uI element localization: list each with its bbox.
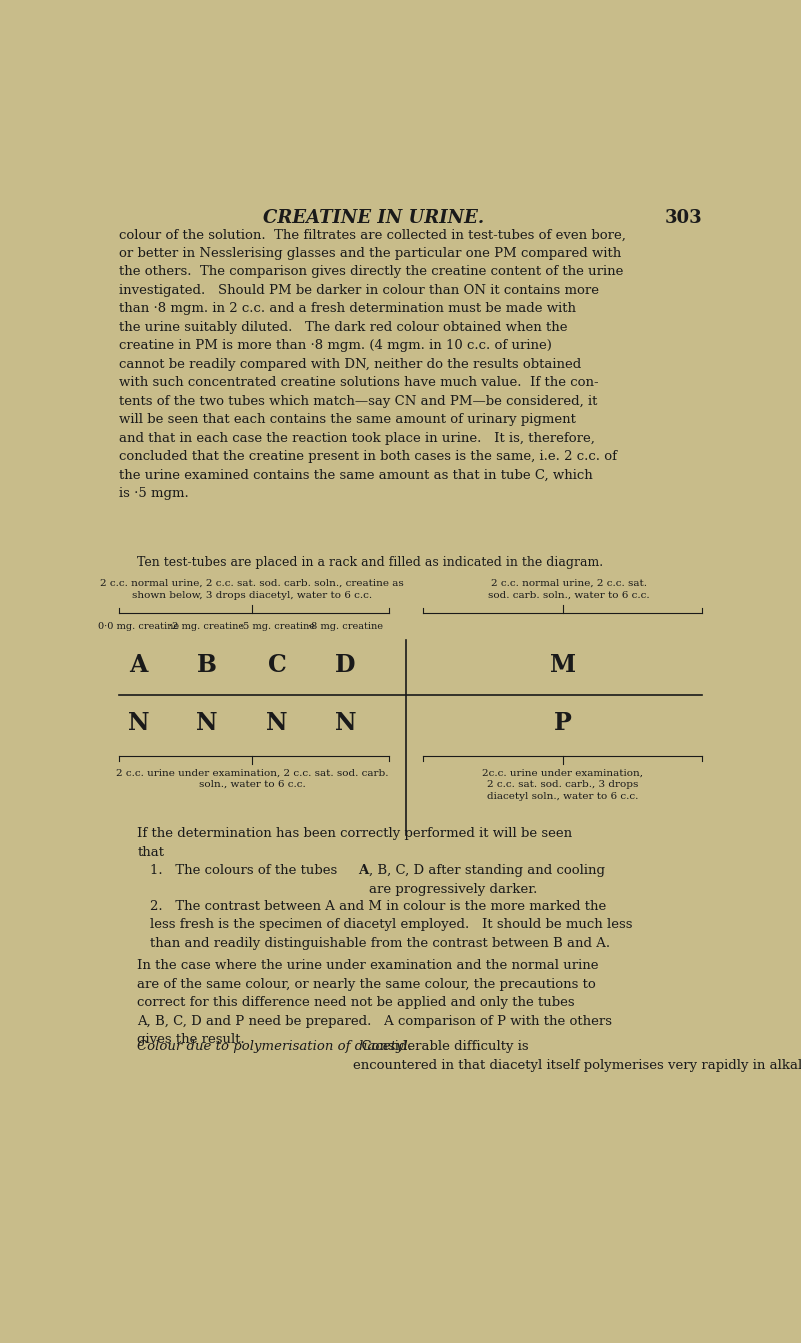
- Text: A: A: [130, 654, 148, 677]
- Text: N: N: [266, 712, 288, 736]
- Text: Considerable difficulty is
encountered in that diacetyl itself polymerises very : Considerable difficulty is encountered i…: [353, 1039, 801, 1072]
- Text: P: P: [553, 712, 572, 736]
- Text: ·5 mg. creatine: ·5 mg. creatine: [239, 622, 315, 631]
- Text: colour of the solution.  The filtrates are collected in test-tubes of even bore,: colour of the solution. The filtrates ar…: [119, 228, 626, 501]
- Text: , B, C, D after standing and cooling
are progressively darker.: , B, C, D after standing and cooling are…: [369, 865, 605, 896]
- Text: 1.   The colours of the tubes: 1. The colours of the tubes: [150, 865, 341, 877]
- Text: N: N: [196, 712, 218, 736]
- Text: ·2 mg. creatine: ·2 mg. creatine: [169, 622, 244, 631]
- Text: In the case where the urine under examination and the normal urine
are of the sa: In the case where the urine under examin…: [138, 959, 613, 1046]
- Text: CREATINE IN URINE.: CREATINE IN URINE.: [263, 208, 484, 227]
- Text: B: B: [197, 654, 217, 677]
- Text: 2 c.c. normal urine, 2 c.c. sat.
sod. carb. soln., water to 6 c.c.: 2 c.c. normal urine, 2 c.c. sat. sod. ca…: [488, 579, 650, 600]
- Text: D: D: [335, 654, 356, 677]
- Text: ·8 mg. creatine: ·8 mg. creatine: [308, 622, 383, 631]
- Text: 2c.c. urine under examination,
2 c.c. sat. sod. carb., 3 drops
diacetyl soln., w: 2c.c. urine under examination, 2 c.c. sa…: [482, 768, 643, 800]
- Text: N: N: [128, 712, 150, 736]
- Text: 2.   The contrast between A and M in colour is the more marked the
less fresh is: 2. The contrast between A and M in colou…: [150, 900, 632, 950]
- Text: 0·0 mg. creatine: 0·0 mg. creatine: [98, 622, 179, 631]
- Text: A: A: [358, 865, 368, 877]
- Text: 2 c.c. normal urine, 2 c.c. sat. sod. carb. soln., creatine as
shown below, 3 dr: 2 c.c. normal urine, 2 c.c. sat. sod. ca…: [100, 579, 404, 600]
- Text: M: M: [549, 654, 576, 677]
- Text: N: N: [335, 712, 356, 736]
- Text: C: C: [268, 654, 287, 677]
- Text: Ten test-tubes are placed in a rack and filled as indicated in the diagram.: Ten test-tubes are placed in a rack and …: [138, 556, 603, 569]
- Text: 2 c.c. urine under examination, 2 c.c. sat. sod. carb.
soln., water to 6 c.c.: 2 c.c. urine under examination, 2 c.c. s…: [116, 768, 388, 788]
- Text: Colour due to polymerisation of diacetyl.: Colour due to polymerisation of diacetyl…: [138, 1039, 413, 1053]
- Text: If the determination has been correctly performed it will be seen
that: If the determination has been correctly …: [138, 827, 573, 858]
- Text: 303: 303: [665, 208, 702, 227]
